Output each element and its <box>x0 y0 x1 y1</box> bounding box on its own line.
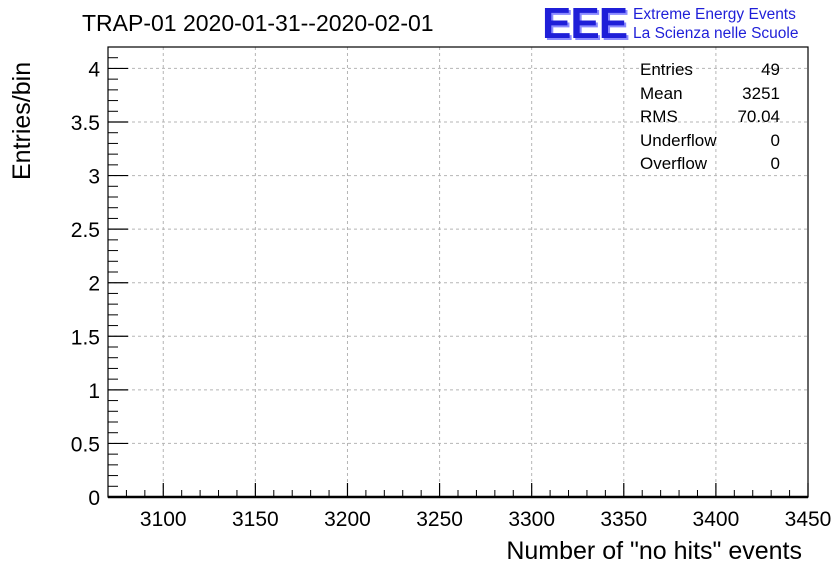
stat-row-overflow: Overflow 0 <box>640 154 780 178</box>
histogram-bin <box>226 390 233 497</box>
histogram-bin <box>484 283 491 497</box>
stat-value: 0 <box>770 154 780 173</box>
x-tick-label: 3150 <box>232 508 279 531</box>
histogram-bin <box>410 176 417 497</box>
histogram-bin <box>263 390 270 497</box>
stat-value: 70.04 <box>737 107 780 126</box>
eee-logo: EEE Extreme Energy Events La Scienza nel… <box>542 2 799 46</box>
y-tick-label: 2.5 <box>71 219 100 242</box>
x-axis: 3100 3150 3200 3250 3300 3350 3400 3450 <box>107 483 832 531</box>
histogram-bin <box>499 390 506 497</box>
x-tick-label: 3200 <box>324 508 371 531</box>
stat-label: Entries <box>640 60 693 79</box>
histogram-bin <box>417 390 424 497</box>
x-tick-label: 3300 <box>508 508 555 531</box>
stats-box: Entries 49 Mean 3251 RMS 70.04 Underflow… <box>640 60 780 178</box>
logo-line-1: Extreme Energy Events <box>633 6 796 23</box>
stat-row-rms: RMS 70.04 <box>640 107 780 131</box>
histogram-bin <box>322 283 329 497</box>
histogram-bin <box>359 390 366 497</box>
histogram-bin <box>506 283 513 497</box>
logo-mark: EEE <box>542 0 628 48</box>
histogram-bin <box>351 390 358 497</box>
histogram-bin <box>476 283 483 497</box>
stat-row-entries: Entries 49 <box>640 60 780 84</box>
y-tick-label: 1.5 <box>71 326 100 349</box>
y-tick-label: 3 <box>88 166 100 189</box>
y-tick-label: 2 <box>88 273 100 296</box>
histogram-bin <box>712 390 719 497</box>
histogram-bin <box>403 390 410 497</box>
y-axis-label: Entries/bin <box>8 61 36 180</box>
x-tick-label: 3250 <box>416 508 463 531</box>
stat-row-underflow: Underflow 0 <box>640 131 780 155</box>
histogram-bin <box>307 390 314 497</box>
grid-lines <box>108 47 809 498</box>
stat-value: 49 <box>761 60 780 79</box>
x-axis-label: Number of "no hits" events <box>506 537 802 565</box>
histogram-bin <box>513 390 520 497</box>
stat-label: Overflow <box>640 154 708 173</box>
x-tick-label: 3100 <box>140 508 187 531</box>
histogram-bin <box>616 390 623 497</box>
histogram-bin <box>462 283 469 497</box>
histogram-bin <box>388 283 395 497</box>
y-tick-label: 1 <box>88 380 100 403</box>
x-tick-label: 3400 <box>693 508 740 531</box>
histogram-bin <box>661 390 668 497</box>
x-tick-label: 3350 <box>600 508 647 531</box>
histogram-bin <box>624 390 631 497</box>
y-tick-label: 3.5 <box>71 112 100 135</box>
histogram-bin <box>270 390 277 497</box>
y-axis: 0 0.5 1 1.5 2 2.5 3 3.5 4 <box>71 57 128 510</box>
y-tick-label: 0.5 <box>71 433 100 456</box>
histogram-bin <box>432 176 439 497</box>
x-tick-label: 3450 <box>785 508 832 531</box>
histogram-bin <box>344 283 351 497</box>
chart-title: TRAP-01 2020-01-31--2020-02-01 <box>82 10 434 36</box>
histogram-bin <box>425 68 432 497</box>
histogram-bin <box>491 283 498 497</box>
stat-row-mean: Mean 3251 <box>640 84 780 108</box>
y-tick-label: 4 <box>88 58 100 81</box>
stat-label: Mean <box>640 83 683 103</box>
logo-line-2: La Scienza nelle Scuole <box>633 25 799 42</box>
histogram-bin <box>469 390 476 497</box>
histogram-bin <box>528 390 535 497</box>
histogram-bin <box>639 390 646 497</box>
stat-value: 3251 <box>742 83 780 103</box>
histogram-bin <box>137 390 144 497</box>
stat-label: Underflow <box>640 130 717 150</box>
histogram-bin <box>543 283 550 497</box>
stat-value: 0 <box>770 130 780 150</box>
histogram-bin <box>557 390 564 497</box>
stat-label: RMS <box>640 107 678 126</box>
histogram-bin <box>196 283 203 497</box>
y-tick-label: 0 <box>88 487 100 510</box>
histogram-bin <box>779 390 786 497</box>
logo-text: Extreme Energy Events La Scienza nelle S… <box>633 5 798 43</box>
